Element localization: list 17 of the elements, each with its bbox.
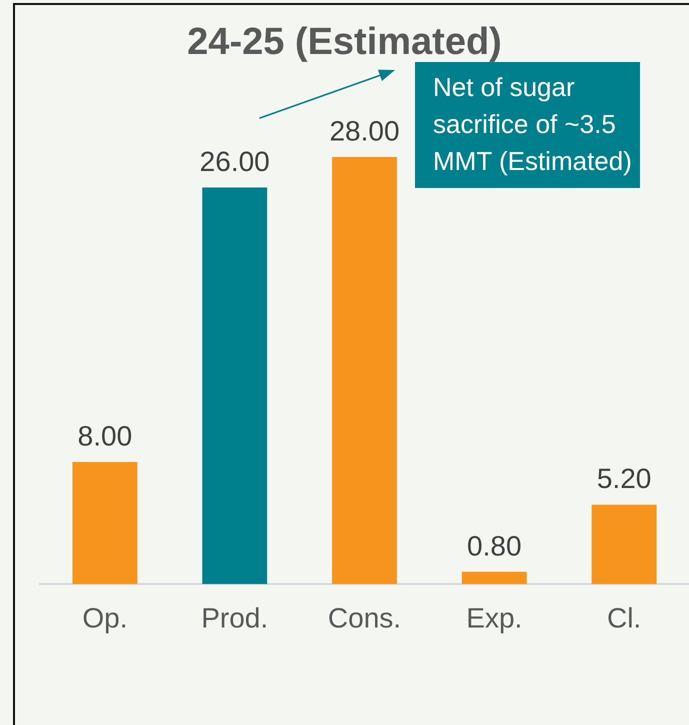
bar [72, 462, 138, 584]
annotation: Net of sugar sacrifice of ~3.5 MMT (Estimated) [415, 62, 640, 188]
data-label: 5.20 [596, 463, 652, 494]
x-tick-label: Cons. [328, 602, 402, 634]
chart-title: 24-25 (Estimated) [187, 21, 502, 63]
x-tick-label: Op. [82, 602, 128, 634]
x-tick-label: Cl. [606, 602, 642, 634]
bar [202, 188, 268, 584]
data-label: 28.00 [329, 116, 400, 146]
data-label: 8.00 [78, 420, 132, 452]
bar [332, 157, 397, 584]
x-tick-label: Prod. [201, 602, 268, 634]
bar [462, 572, 527, 584]
data-label: 0.80 [467, 530, 522, 562]
x-tick-label: Exp. [466, 602, 522, 634]
bar [592, 504, 657, 584]
data-label: 26.00 [200, 146, 270, 177]
